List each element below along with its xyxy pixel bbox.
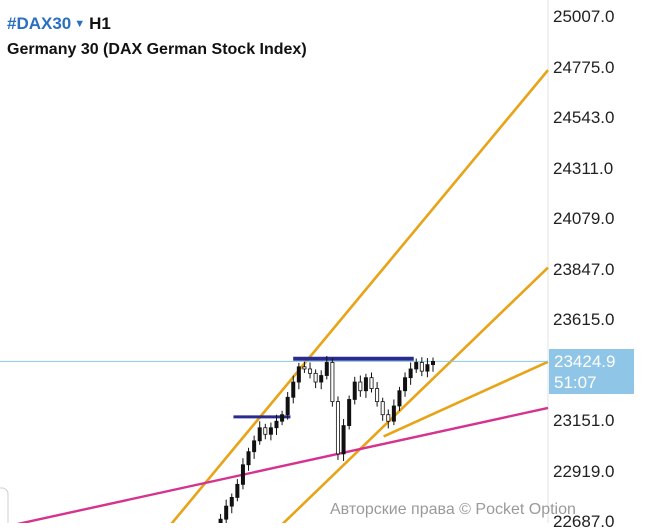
candle-body	[358, 381, 363, 392]
y-tick-label: 23615.0	[553, 310, 615, 329]
timeframe-label[interactable]: H1	[89, 14, 111, 33]
trendline	[16, 406, 549, 523]
candle-body	[263, 427, 268, 435]
candle-body	[246, 451, 251, 466]
candle-body	[291, 381, 296, 398]
candle-body	[240, 464, 245, 485]
y-tick-label: 25007.0	[553, 7, 615, 26]
candle-body	[308, 368, 313, 374]
candle-body	[330, 362, 335, 403]
candle-body	[380, 401, 385, 416]
candle-body	[257, 427, 262, 442]
instrument-name: Germany 30 (DAX German Stock Index)	[7, 41, 307, 58]
candle-timer: 51:07	[554, 373, 597, 392]
candle-body	[319, 375, 324, 383]
candle-body	[229, 497, 234, 507]
candle-body	[408, 368, 413, 379]
candle-body	[280, 414, 285, 422]
triangle-down-icon[interactable]: ▼	[74, 18, 86, 30]
candle-body	[268, 427, 273, 435]
candle-body	[352, 381, 357, 400]
channel-upper	[170, 69, 550, 523]
candle-body	[324, 362, 329, 376]
candle-body	[369, 377, 374, 389]
candle-body	[397, 390, 402, 407]
y-tick-label: 23847.0	[553, 259, 615, 279]
candle-body	[363, 377, 368, 392]
candle-body	[430, 360, 435, 366]
y-tick-label: 24543.0	[553, 108, 615, 127]
candle-body	[341, 425, 346, 455]
copyright-watermark: Авторские права © Pocket Option	[330, 501, 576, 518]
candle-body	[285, 396, 290, 416]
candle-body	[419, 362, 424, 372]
corner-widget-edge	[0, 487, 9, 523]
y-tick-label: 24079.0	[553, 209, 615, 228]
candle-body	[296, 366, 301, 383]
y-tick-label: 24311.0	[553, 158, 614, 178]
candle-body	[403, 377, 408, 392]
candle-body	[302, 366, 307, 370]
candle-body	[224, 505, 229, 520]
candle-body	[425, 364, 430, 372]
current-price-value: 23424.9	[554, 352, 616, 371]
candle-body	[313, 372, 318, 383]
candle-body	[391, 405, 396, 422]
current-price-badge: 23424.9 51:07	[549, 349, 634, 394]
channel-lower	[383, 360, 549, 438]
candle-body	[375, 388, 380, 403]
candle-body	[347, 399, 352, 426]
chart-header[interactable]: #DAX30 ▼ H1	[7, 14, 111, 34]
candle-body	[274, 420, 279, 429]
y-tick-label: 24775.0	[553, 57, 615, 77]
candle-body	[235, 483, 240, 498]
candle-body	[386, 414, 391, 422]
candle-body	[414, 362, 419, 370]
channel-mid	[281, 266, 549, 523]
candle-body	[335, 401, 340, 455]
candle-body	[218, 518, 223, 523]
y-tick-label: 23151.0	[553, 411, 615, 430]
y-tick-label: 22919.0	[553, 461, 615, 481]
symbol-label[interactable]: #DAX30	[7, 14, 72, 33]
candle-body	[252, 440, 257, 453]
